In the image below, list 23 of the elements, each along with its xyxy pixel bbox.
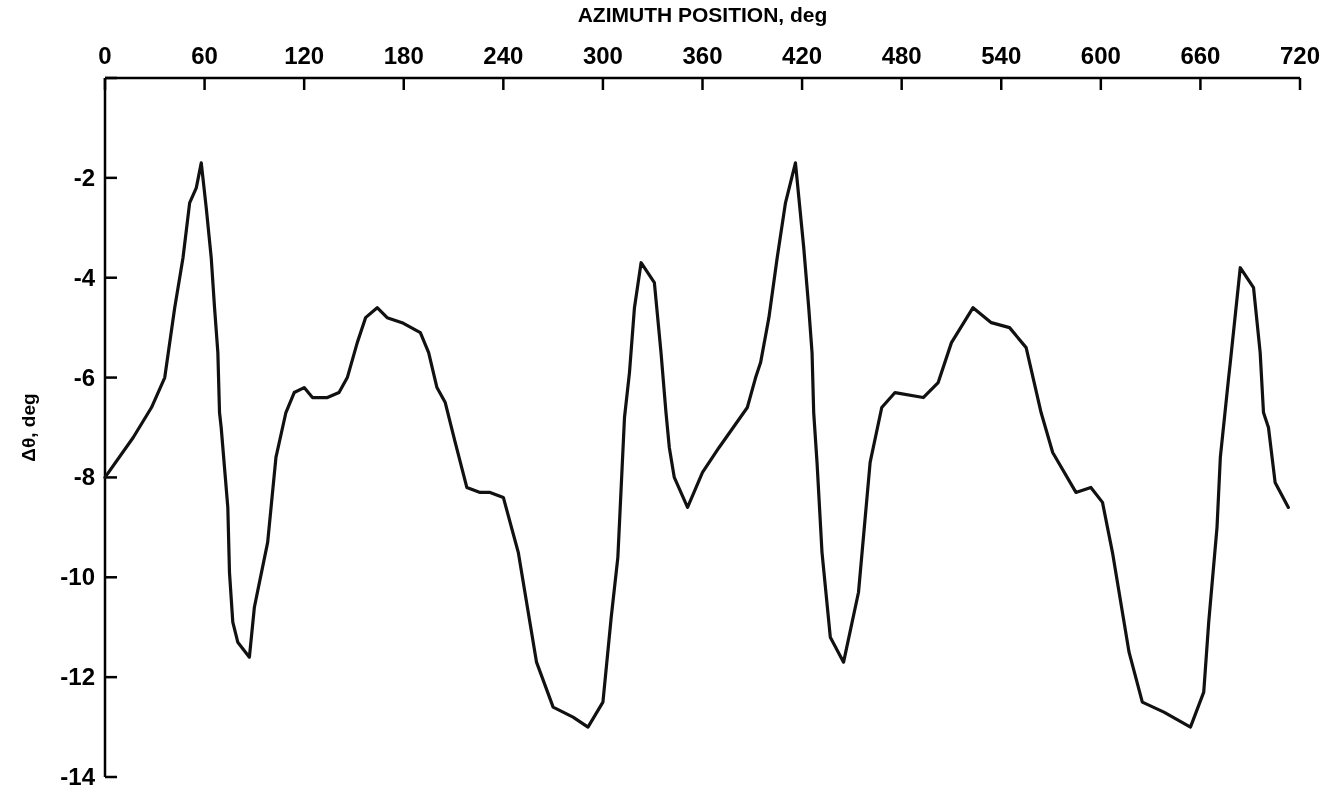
x-tick-label: 480	[881, 42, 922, 69]
x-tick-label: 720	[1279, 42, 1321, 69]
x-tick-label: 60	[191, 42, 218, 69]
x-tick-label: 360	[682, 42, 723, 69]
x-tick-label: 420	[782, 42, 823, 69]
x-tick-label: 0	[98, 42, 112, 69]
x-tick-label: 600	[1080, 42, 1121, 69]
x-tick-label: 540	[981, 42, 1022, 69]
y-tick-label: -14	[60, 763, 96, 790]
x-tick-label: 120	[284, 42, 325, 69]
y-tick-label: -12	[60, 663, 95, 691]
y-tick-label: -4	[73, 263, 96, 291]
y-axis-title: Δθ, deg	[18, 393, 39, 462]
y-tick-label: -6	[73, 363, 95, 391]
line-series	[103, 161, 1290, 729]
y-tick-label: -2	[73, 163, 95, 191]
x-tick-label: 180	[383, 42, 424, 69]
x-axis-title: AZIMUTH POSITION, deg	[577, 3, 828, 26]
y-tick-label: -10	[60, 563, 95, 591]
x-tick-label: 240	[483, 42, 524, 69]
x-tick-label: 300	[582, 42, 623, 69]
x-tick-label: 660	[1180, 42, 1221, 69]
y-tick-label: -8	[73, 463, 95, 491]
